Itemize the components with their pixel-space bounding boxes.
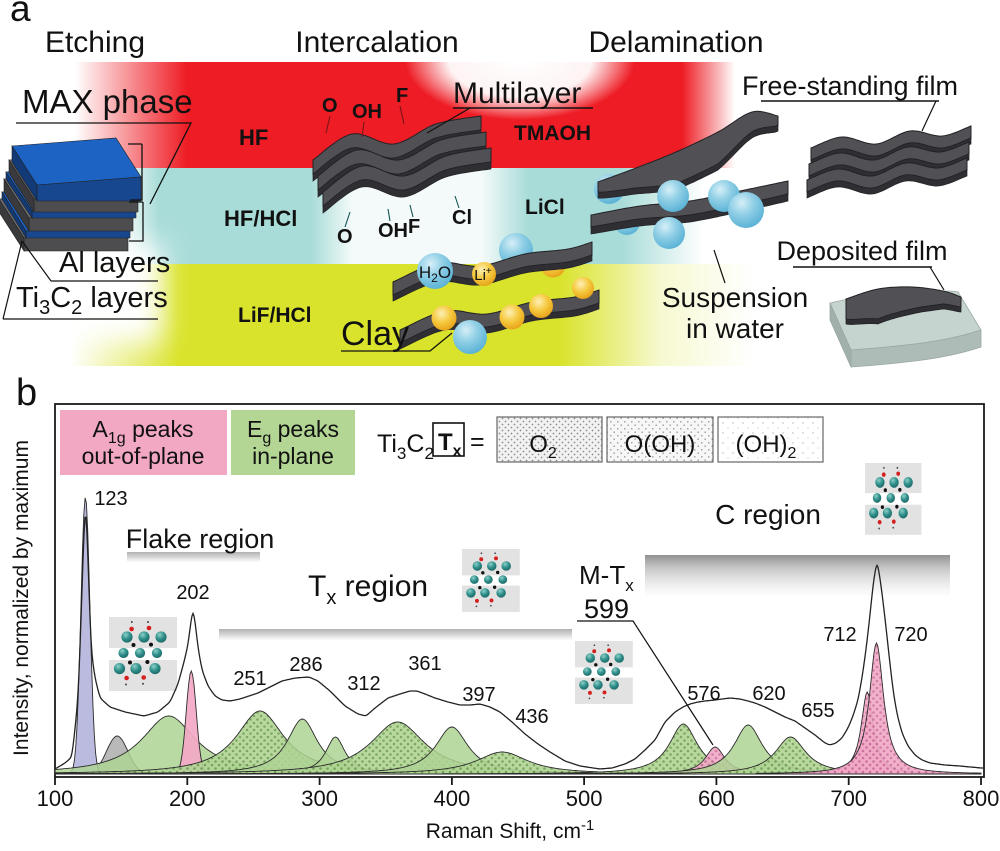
svg-text:Ti3C2 layers: Ti3C2 layers [16,282,168,319]
svg-text:Raman Shift, cm-1: Raman Shift, cm-1 [426,817,595,843]
svg-text:O: O [337,226,353,248]
svg-text:Clay: Clay [341,315,409,353]
svg-text:251: 251 [233,668,266,690]
svg-text:H2O: H2O [419,263,451,285]
svg-text:b: b [16,372,37,414]
svg-text:397: 397 [462,684,495,706]
svg-text:312: 312 [347,673,380,695]
svg-text:F: F [396,85,408,107]
svg-text:LiCl: LiCl [525,196,565,219]
svg-text:Intercalation: Intercalation [295,26,458,59]
svg-text:out-of-plane: out-of-plane [82,443,205,469]
svg-text:200: 200 [169,786,206,811]
svg-text:Free-standing film: Free-standing film [742,71,958,101]
svg-text:a: a [10,0,31,29]
svg-text:Eg peaks: Eg peaks [247,416,339,447]
svg-text:in water: in water [686,313,784,344]
svg-text:Cl: Cl [452,207,472,229]
svg-text:F: F [408,216,420,238]
svg-text:O(OH): O(OH) [625,431,696,458]
svg-text:Deposited film: Deposited film [776,236,947,266]
svg-text:TMAOH: TMAOH [514,122,591,145]
svg-text:655: 655 [801,700,834,722]
svg-text:OH: OH [378,220,408,242]
svg-text:800: 800 [963,786,1000,811]
svg-text:Suspension: Suspension [662,282,808,313]
svg-text:in-plane: in-plane [252,443,334,469]
svg-text:300: 300 [301,786,338,811]
svg-text:O: O [322,95,338,117]
svg-text:712: 712 [823,624,856,646]
svg-text:700: 700 [830,786,867,811]
svg-text:M-Tx: M-Tx [579,560,634,595]
svg-text:361: 361 [408,653,441,675]
svg-text:(OH)2: (OH)2 [736,431,797,462]
svg-text:Multilayer: Multilayer [453,77,581,110]
svg-text:500: 500 [566,786,603,811]
svg-text:202: 202 [176,582,209,604]
svg-text:620: 620 [752,683,785,705]
svg-text:599: 599 [584,594,629,624]
svg-text:286: 286 [289,654,322,676]
svg-text:436: 436 [515,706,548,728]
svg-text:400: 400 [434,786,471,811]
svg-text:100: 100 [37,786,74,811]
svg-text:LiF/HCl: LiF/HCl [238,304,312,327]
svg-text:C region: C region [715,499,821,530]
svg-text:HF: HF [239,125,268,150]
svg-text:Al layers: Al layers [59,247,170,279]
svg-text:720: 720 [894,624,927,646]
svg-text:576: 576 [687,683,720,705]
svg-text:HF/HCl: HF/HCl [224,206,297,231]
svg-text:Ti3C2: Ti3C2 [377,430,434,463]
svg-text:Flake region: Flake region [126,524,275,554]
svg-text:MAX phase: MAX phase [22,83,193,120]
svg-text:Intensity, normalized by maxim: Intensity, normalized by maximum [10,440,33,756]
svg-text:123: 123 [94,488,127,510]
svg-text:Etching: Etching [45,26,145,59]
svg-text:OH: OH [352,101,382,123]
svg-text:600: 600 [698,786,735,811]
svg-text:=: = [470,428,485,456]
svg-text:Delamination: Delamination [588,26,763,59]
